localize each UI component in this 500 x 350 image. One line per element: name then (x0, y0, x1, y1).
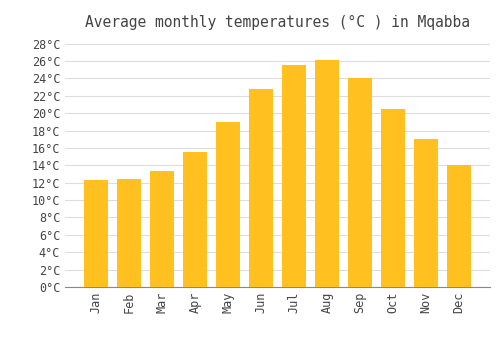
Bar (84, 180, 108, 287)
Bar (414, 139, 438, 287)
Bar (216, 122, 240, 287)
Bar (315, 60, 339, 287)
Bar (447, 165, 470, 287)
Title: Average monthly temperatures (°C ) in Mqabba: Average monthly temperatures (°C ) in Mq… (85, 15, 470, 30)
Bar (118, 179, 141, 287)
Bar (348, 78, 372, 287)
Bar (282, 64, 306, 287)
Bar (381, 109, 404, 287)
Bar (249, 89, 273, 287)
Bar (183, 152, 207, 287)
Bar (150, 170, 174, 287)
